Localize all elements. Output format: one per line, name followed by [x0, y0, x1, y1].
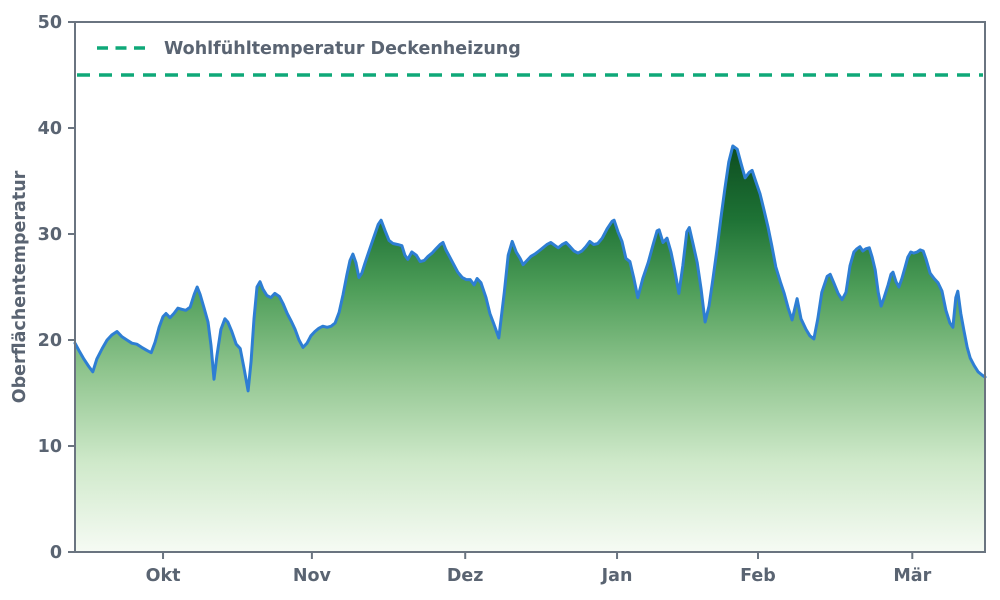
temperature-area-fill [75, 146, 985, 552]
x-tick-label: Okt [146, 566, 181, 586]
y-tick-label: 40 [38, 119, 62, 139]
x-tick-label: Nov [293, 566, 332, 586]
y-tick-label: 20 [38, 331, 62, 351]
legend: Wohlfühltemperatur Deckenheizung [97, 39, 521, 59]
x-tick-label: Dez [447, 566, 484, 586]
y-tick-label: 50 [38, 13, 62, 33]
y-tick-label: 30 [38, 225, 62, 245]
temperature-line [73, 144, 987, 393]
legend-label: Wohlfühltemperatur Deckenheizung [164, 39, 521, 59]
y-axis-label: Oberflächentemperatur [10, 170, 30, 403]
x-tick-label: Jan [601, 566, 633, 586]
x-tick-label: Mär [893, 566, 931, 586]
y-tick-label: 10 [38, 437, 62, 457]
plot-border [74, 21, 986, 553]
x-tick-label: Feb [740, 566, 776, 586]
y-tick-label: 0 [50, 543, 62, 563]
